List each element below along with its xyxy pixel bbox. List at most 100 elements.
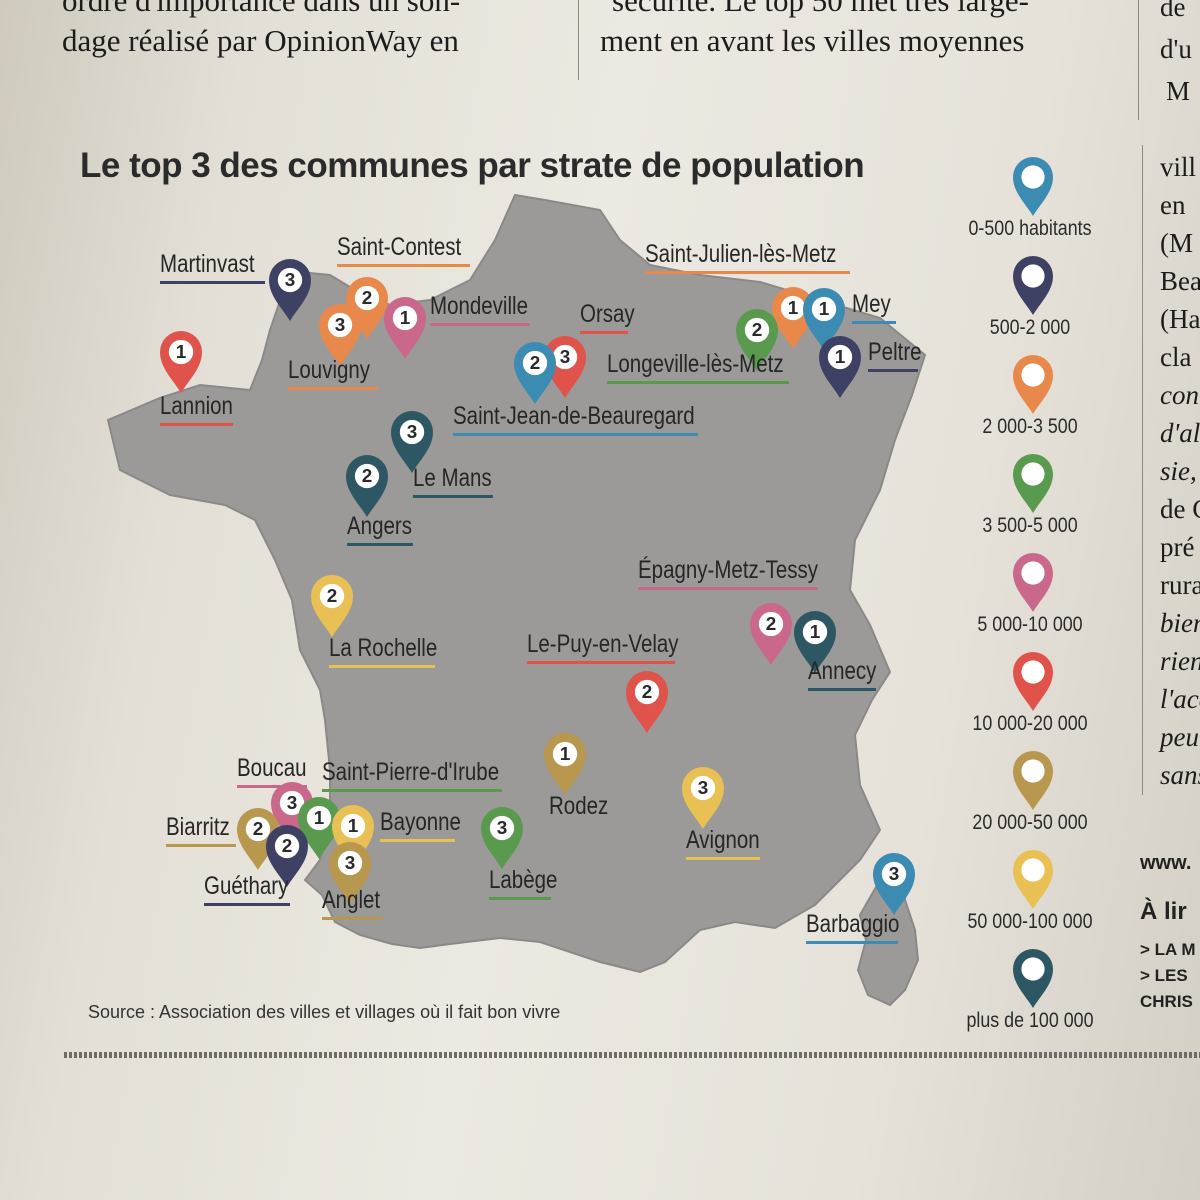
map-pin[interactable]: 3 bbox=[269, 259, 311, 321]
place-label: La Rochelle bbox=[329, 634, 438, 662]
legend-pin[interactable] bbox=[1013, 256, 1053, 315]
label-underline bbox=[868, 369, 918, 372]
pin-rank: 1 bbox=[560, 744, 571, 765]
article-right-line: (M bbox=[1160, 228, 1193, 258]
place-label: Lannion bbox=[160, 392, 233, 420]
label-underline bbox=[808, 688, 876, 691]
place-label: Orsay bbox=[580, 300, 635, 328]
map-pin[interactable]: 1 bbox=[384, 297, 426, 359]
article-right-line: d'al bbox=[1160, 418, 1200, 448]
pin-rank: 3 bbox=[335, 315, 346, 336]
label-underline bbox=[638, 587, 818, 590]
article-right-line: sans bbox=[1160, 760, 1200, 790]
legend-label: 10 000-20 000 bbox=[972, 712, 1088, 735]
label-underline bbox=[430, 323, 530, 326]
article-right-bit: > LES bbox=[1140, 966, 1188, 985]
map-pin[interactable]: 3 bbox=[873, 853, 915, 915]
map-pin[interactable]: 1 bbox=[772, 287, 814, 349]
place-label: Biarritz bbox=[166, 813, 230, 841]
pin-rank: 1 bbox=[400, 308, 411, 329]
article-right-line: con bbox=[1160, 380, 1199, 410]
pin-rank: 2 bbox=[282, 836, 293, 857]
legend-pin[interactable] bbox=[1013, 355, 1053, 414]
map-pin[interactable]: 2 bbox=[750, 603, 792, 665]
map-source: Source : Association des villes et villa… bbox=[88, 1002, 561, 1022]
label-underline bbox=[527, 661, 675, 664]
map-pin[interactable]: 1 bbox=[794, 611, 836, 673]
map-pin[interactable]: 3 bbox=[544, 336, 586, 398]
map-pin[interactable]: 1 bbox=[160, 331, 202, 393]
place-label: Bayonne bbox=[380, 808, 461, 836]
article-right-line: rura bbox=[1160, 570, 1200, 600]
label-underline bbox=[347, 543, 413, 546]
place-label: Le Mans bbox=[413, 464, 492, 492]
legend-pin[interactable] bbox=[1013, 949, 1053, 1008]
map-title: Le top 3 des communes par strate de popu… bbox=[80, 146, 865, 185]
map-pin[interactable]: 3 bbox=[329, 842, 371, 904]
article-right-line: cla bbox=[1160, 342, 1192, 372]
map-pin[interactable]: 1 bbox=[298, 797, 340, 859]
place-label: Barbaggio bbox=[806, 910, 900, 938]
map-pin[interactable]: 3 bbox=[481, 807, 523, 869]
column-rule bbox=[578, 0, 579, 80]
legend-pin[interactable] bbox=[1013, 850, 1053, 909]
label-underline bbox=[322, 789, 502, 792]
legend-label: 50 000-100 000 bbox=[967, 910, 1093, 933]
label-underline bbox=[852, 321, 896, 324]
label-underline bbox=[489, 897, 551, 900]
legend-label: plus de 100 000 bbox=[966, 1009, 1094, 1032]
place-label: Guéthary bbox=[204, 872, 289, 900]
article-right-line: (Ha bbox=[1160, 304, 1200, 334]
legend-label: 5 000-10 000 bbox=[977, 613, 1083, 636]
place-label: Épagny-Metz-Tessy bbox=[638, 556, 819, 584]
map-pin[interactable]: 2 bbox=[266, 825, 308, 887]
pin-rank: 2 bbox=[752, 320, 763, 341]
pin-rank: 3 bbox=[497, 818, 508, 839]
legend-pin[interactable] bbox=[1013, 553, 1053, 612]
map-pin[interactable]: 2 bbox=[514, 342, 556, 404]
place-label: Martinvast bbox=[160, 250, 255, 278]
map-pin[interactable]: 2 bbox=[626, 671, 668, 733]
legend-pin[interactable] bbox=[1013, 751, 1053, 810]
article-right-bit: À lir bbox=[1140, 898, 1187, 925]
article-right-top-1: de bbox=[1160, 0, 1186, 22]
legend-pin[interactable] bbox=[1013, 454, 1053, 513]
article-mid-line-1: sécurité. Le top 50 met très large- bbox=[612, 0, 1029, 18]
map-pin[interactable]: 1 bbox=[803, 288, 845, 350]
label-underline bbox=[204, 903, 290, 906]
map-pin[interactable]: 1 bbox=[544, 733, 586, 795]
map-pin[interactable]: 3 bbox=[682, 767, 724, 829]
map-pin[interactable]: 3 bbox=[319, 304, 361, 366]
place-label: Peltre bbox=[868, 338, 922, 366]
legend-pin[interactable] bbox=[1013, 652, 1053, 711]
article-right-bit: www. bbox=[1140, 852, 1192, 874]
pin-rank: 3 bbox=[698, 778, 709, 799]
place-label: Rodez bbox=[549, 792, 609, 820]
label-underline bbox=[329, 665, 435, 668]
legend-pin[interactable] bbox=[1013, 157, 1053, 216]
legend-label: 2 000-3 500 bbox=[982, 415, 1078, 438]
map-pin[interactable]: 2 bbox=[736, 309, 778, 371]
map-pin[interactable]: 2 bbox=[346, 455, 388, 517]
label-underline bbox=[413, 495, 493, 498]
place-label: Saint-Contest bbox=[337, 233, 462, 261]
label-underline bbox=[160, 281, 265, 284]
map-pin[interactable]: 3 bbox=[391, 411, 433, 473]
pin-rank: 3 bbox=[285, 270, 296, 291]
bottom-rule bbox=[64, 1052, 1200, 1058]
pin-rank: 1 bbox=[810, 622, 821, 643]
column-rule bbox=[1138, 0, 1139, 120]
article-right-line: l'acc bbox=[1160, 684, 1200, 714]
map-pin[interactable]: 1 bbox=[819, 336, 861, 398]
pin-rank: 2 bbox=[642, 682, 653, 703]
pin-rank: 1 bbox=[819, 299, 830, 320]
article-right-bit: > LA M bbox=[1140, 940, 1196, 959]
article-right-line: en bbox=[1160, 190, 1186, 220]
legend-label: 500-2 000 bbox=[989, 316, 1071, 339]
pin-rank: 1 bbox=[176, 342, 187, 363]
article-left-line-2: dage réalisé par OpinionWay en bbox=[62, 23, 459, 58]
map-pin[interactable]: 2 bbox=[311, 575, 353, 637]
label-underline bbox=[580, 331, 628, 334]
label-underline bbox=[380, 839, 455, 842]
